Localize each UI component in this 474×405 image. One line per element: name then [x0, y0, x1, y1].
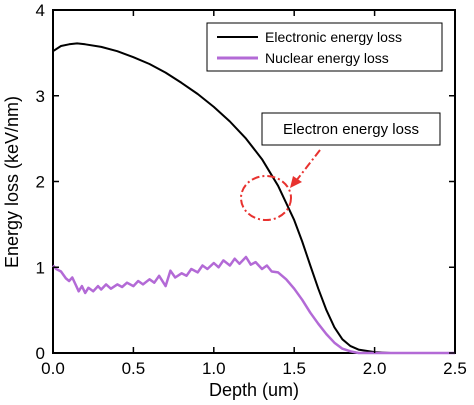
- series-line-nuclear: [52, 255, 455, 355]
- y-tick-label: 3: [36, 87, 45, 106]
- annotation-text: Electron energy loss: [283, 121, 419, 138]
- annotation: Electron energy loss: [240, 112, 441, 221]
- y-tick-label: 2: [36, 173, 45, 192]
- legend: Electronic energy loss Nuclear energy lo…: [206, 22, 443, 72]
- annotation-arrow: [295, 149, 321, 182]
- annotation-box: [261, 112, 441, 146]
- x-tick-label: 2.5: [443, 359, 467, 378]
- x-tick-label: 1.5: [282, 359, 306, 378]
- annotation-arrowhead: [290, 176, 302, 188]
- y-tick-label: 1: [36, 258, 45, 277]
- x-tick-label: 0.0: [41, 359, 65, 378]
- series-layer: [52, 42, 455, 355]
- x-tick-label: 2.0: [363, 359, 387, 378]
- annotation-circle: [240, 175, 292, 221]
- x-tick-label: 1.0: [202, 359, 226, 378]
- legend-label-electronic: Electronic energy loss: [265, 29, 402, 45]
- series-line-electronic: [52, 42, 455, 354]
- ticks-layer: 0.0 0.5 1.0 1.5 2.0 2.5 0 1 2 3 4: [36, 1, 467, 378]
- y-tick-label: 4: [36, 1, 45, 20]
- y-tick-label: 0: [36, 344, 45, 363]
- legend-label-nuclear: Nuclear energy loss: [265, 50, 389, 66]
- legend-box: [206, 22, 443, 72]
- y-axis-label: Energy loss (keV/nm): [2, 96, 22, 268]
- x-axis-label: Depth (um): [209, 380, 299, 400]
- x-tick-label: 0.5: [122, 359, 146, 378]
